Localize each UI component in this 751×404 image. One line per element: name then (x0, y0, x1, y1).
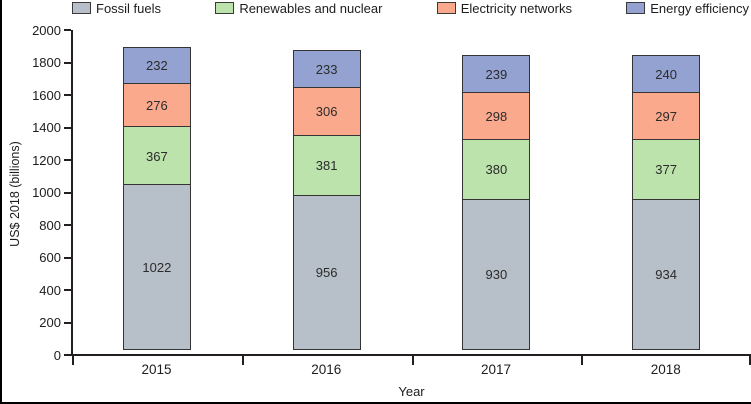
segment-value-label: 1022 (142, 259, 172, 275)
x-category-label: 2018 (650, 362, 681, 377)
legend-item-2: Electricity networks (436, 0, 572, 16)
legend-item-1: Renewables and nuclear (215, 1, 382, 16)
y-axis-tick (64, 159, 71, 161)
segment-value-label: 298 (485, 108, 508, 124)
legend-label: Electricity networks (460, 0, 572, 16)
y-axis-tick (64, 256, 71, 259)
segment-value-label: 232 (146, 58, 168, 74)
segment-value-label: 240 (655, 66, 677, 82)
bar-2017: 239 298 380 930 (462, 54, 531, 355)
y-axis-tick-label: 600 (39, 250, 61, 265)
bar-segment-fossil-fuels: 930 (462, 199, 531, 351)
legend-swatch-icon (626, 2, 646, 14)
bar-segment-renewables-and-nuclear: 367 (122, 126, 191, 186)
segment-value-label: 306 (315, 103, 338, 119)
bar-segment-energy-efficiency: 233 (292, 50, 361, 88)
legend-item-0: Fossil fuels (72, 1, 161, 16)
y-axis-tick (64, 29, 71, 31)
y-axis-tick-label: 1200 (32, 152, 61, 168)
segment-value-label: 367 (146, 148, 168, 164)
legend-label: Renewables and nuclear (239, 0, 383, 16)
x-axis-tick (749, 356, 751, 365)
bar-segment-energy-efficiency: 232 (122, 46, 191, 85)
x-category-label: 2017 (480, 362, 512, 377)
bar-segment-electricity-networks: 306 (292, 86, 361, 137)
bar-2016: 233 306 381 956 (292, 50, 361, 355)
y-axis-tick (64, 224, 71, 226)
x-category-label: 2015 (141, 362, 172, 377)
bar-segment-electricity-networks: 297 (632, 92, 701, 141)
legend-swatch-icon (436, 2, 456, 14)
bar-segment-renewables-and-nuclear: 377 (632, 138, 701, 201)
segment-value-label: 930 (485, 267, 508, 283)
segment-value-label: 380 (485, 162, 508, 178)
bar-segment-electricity-networks: 276 (122, 82, 191, 128)
y-axis-tick-label: 0 (53, 347, 61, 363)
y-axis-tick (64, 354, 71, 356)
segment-value-label: 276 (146, 97, 168, 113)
bar-segment-renewables-and-nuclear: 381 (292, 134, 361, 197)
x-axis-tick (241, 356, 244, 365)
y-axis-tick-label: 400 (39, 282, 61, 298)
segment-value-label: 377 (655, 162, 677, 178)
y-axis-tick-label: 1000 (32, 185, 61, 200)
legend-swatch-icon (215, 2, 235, 14)
x-axis-tick (581, 356, 584, 365)
y-axis-tick-label: 1600 (32, 87, 61, 103)
y-axis-tick (64, 126, 71, 129)
legend-swatch-icon (72, 2, 91, 14)
legend-label: Energy efficiency (650, 0, 749, 16)
x-axis-tick (411, 356, 414, 365)
y-axis-line (71, 30, 73, 356)
segment-value-label: 297 (655, 108, 677, 124)
x-axis-line (71, 354, 751, 356)
y-axis-tick (64, 289, 71, 291)
y-axis-tick-label: 1800 (32, 55, 61, 70)
chart-legend: Fossil fuels Renewables and nuclear Electr… (72, 0, 749, 16)
bar-segment-energy-efficiency: 240 (632, 54, 701, 94)
bar-segment-fossil-fuels: 934 (632, 198, 701, 351)
segment-value-label: 934 (655, 267, 677, 283)
y-axis-tick-label: 800 (39, 217, 61, 233)
y-axis-tick (64, 321, 71, 324)
y-axis-tick (64, 94, 71, 96)
segment-value-label: 956 (315, 265, 338, 281)
x-axis-tick (72, 356, 74, 365)
bar-segment-energy-efficiency: 239 (462, 54, 531, 94)
y-axis-tick-label: 1400 (32, 120, 61, 135)
bar-2018: 240 297 377 934 (632, 54, 701, 355)
bar-segment-fossil-fuels: 1022 (122, 184, 191, 351)
bar-segment-fossil-fuels: 956 (292, 195, 361, 351)
y-axis-tick-label: 2000 (32, 22, 61, 38)
x-category-label: 2016 (311, 362, 342, 377)
legend-label: Fossil fuels (96, 0, 162, 16)
y-axis-tick (64, 61, 71, 64)
bar-segment-renewables-and-nuclear: 380 (462, 139, 531, 201)
y-axis-tick (64, 191, 71, 194)
x-axis-title: Year (398, 384, 425, 399)
bar-segment-electricity-networks: 298 (462, 92, 531, 141)
segment-value-label: 233 (315, 61, 338, 77)
segment-value-label: 381 (315, 158, 338, 174)
y-axis-tick-label: 200 (39, 315, 61, 330)
bar-2015: 232 276 367 1022 (122, 46, 191, 355)
legend-item-3: Energy efficiency (626, 1, 749, 16)
segment-value-label: 239 (485, 66, 508, 82)
